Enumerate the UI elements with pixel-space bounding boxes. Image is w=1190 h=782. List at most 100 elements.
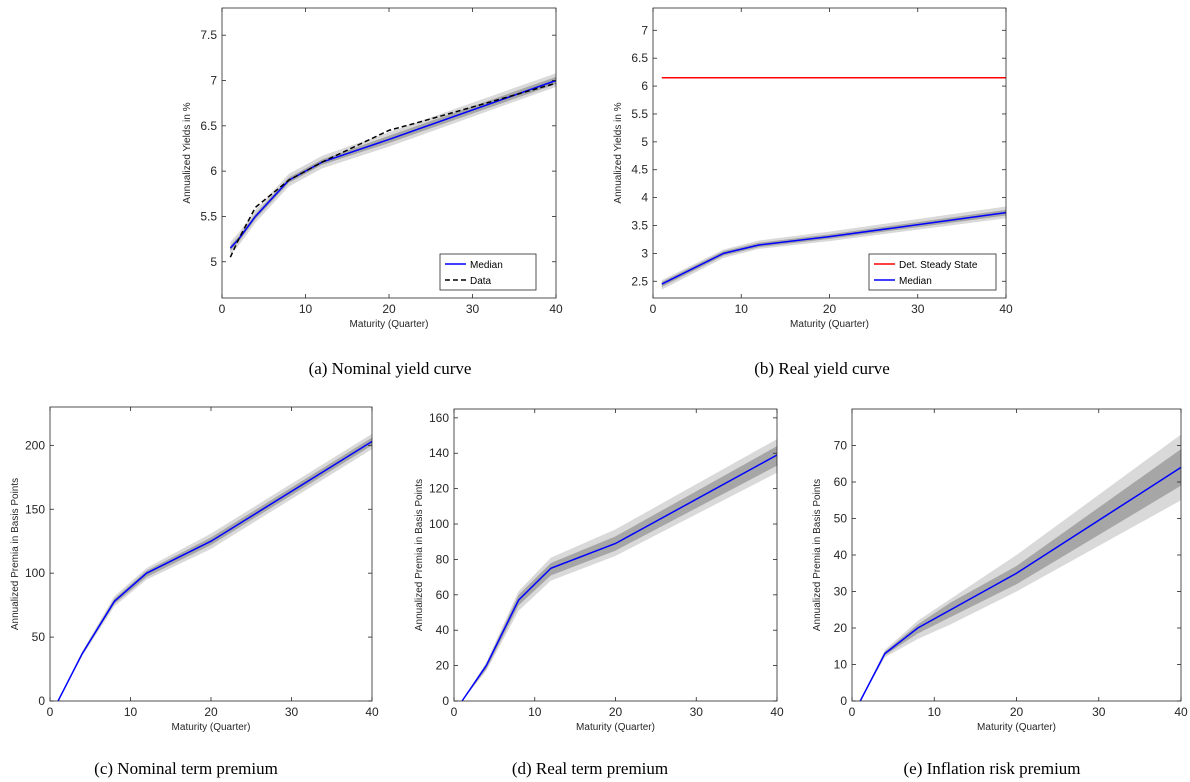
legend-label: Median xyxy=(899,276,932,287)
y-tick-label: 150 xyxy=(25,502,45,516)
panel-nominal-term-premium: 0 10 20 30 40 0 50 100 150 200 Maturity (Quarter) A… xyxy=(10,406,379,733)
confidence-band-inner xyxy=(230,76,556,251)
legend-label: Data xyxy=(470,276,492,287)
y-tick-label: 200 xyxy=(25,438,45,452)
y-tick-label: 0 xyxy=(38,694,45,708)
x-tick-label: 30 xyxy=(466,302,480,316)
caption-inflation-risk-premium: (e) Inflation risk premium xyxy=(903,759,1080,778)
y-axis-label: Annualized Premia in Basis Points xyxy=(812,479,823,631)
x-tick-label: 30 xyxy=(911,302,925,316)
panel-inflation-risk-premium: 0 10 20 30 40 0 10 20 30 40 50 60 70 Maturity (Quarte… xyxy=(812,408,1188,733)
caption-nominal-yield-curve: (a) Nominal yield curve xyxy=(309,359,472,378)
legend-box xyxy=(868,253,997,291)
x-axis-label: Maturity (Quarter) xyxy=(172,722,251,733)
x-tick-label: 30 xyxy=(1092,705,1106,719)
panel-real-term-premium: 0 10 20 30 40 0 20 40 60 80 100 120 140 160 Maturity (… xyxy=(414,408,784,733)
x-tick-label: 40 xyxy=(365,705,379,719)
x-tick-label: 20 xyxy=(204,705,218,719)
y-tick-label: 5 xyxy=(210,255,217,269)
y-axis-label: Annualized Yields in % xyxy=(613,102,624,203)
series-line-median xyxy=(461,454,778,702)
x-tick-label: 20 xyxy=(382,302,396,316)
y-tick-label: 6 xyxy=(641,79,648,93)
y-tick-label: 0 xyxy=(840,694,847,708)
y-tick-label: 3.5 xyxy=(631,219,648,233)
x-tick-label: 0 xyxy=(451,705,458,719)
y-tick-label: 4 xyxy=(641,191,648,205)
y-tick-label: 40 xyxy=(834,548,848,562)
y-tick-label: 50 xyxy=(32,630,46,644)
y-tick-label: 6 xyxy=(210,164,217,178)
x-tick-label: 10 xyxy=(735,302,749,316)
y-tick-label: 40 xyxy=(436,623,450,637)
confidence-band-outer xyxy=(661,206,1006,290)
panel-nominal-yield-curve: 0 10 20 30 40 5 5.5 6 6.5 7 7.5 Maturity (Quarter) A… xyxy=(182,7,563,330)
legend-label: Det. Steady State xyxy=(899,260,978,271)
series-line-median xyxy=(661,211,1007,285)
caption-real-yield-curve: (b) Real yield curve xyxy=(754,359,889,378)
series-line-data xyxy=(229,82,557,258)
y-tick-label: 30 xyxy=(834,585,848,599)
x-axis-label: Maturity (Quarter) xyxy=(790,319,869,330)
x-tick-label: 40 xyxy=(770,705,784,719)
plot-area xyxy=(50,407,372,701)
series-line-median xyxy=(859,466,1182,702)
y-tick-label: 60 xyxy=(436,588,450,602)
y-tick-label: 20 xyxy=(834,621,848,635)
panel-real-yield-curve: 0 10 20 30 40 2.5 3 3.5 4 4.5 5 5.5 6 6.5 7 Maturity (Q… xyxy=(613,7,1013,330)
x-axis-label: Maturity (Quarter) xyxy=(977,722,1056,733)
x-tick-label: 40 xyxy=(549,302,563,316)
y-tick-label: 100 xyxy=(429,517,449,531)
y-tick-label: 5.5 xyxy=(200,209,217,223)
y-tick-label: 80 xyxy=(436,552,450,566)
x-tick-label: 10 xyxy=(299,302,313,316)
x-tick-label: 20 xyxy=(1010,705,1024,719)
x-axis-label: Maturity (Quarter) xyxy=(576,722,655,733)
legend-box xyxy=(439,253,537,291)
y-tick-label: 50 xyxy=(834,512,848,526)
y-tick-label: 60 xyxy=(834,475,848,489)
y-tick-label: 4.5 xyxy=(631,163,648,177)
x-tick-label: 40 xyxy=(1174,705,1188,719)
confidence-band-inner xyxy=(58,437,373,701)
y-tick-label: 6.5 xyxy=(200,119,217,133)
y-axis-label: Annualized Premia in Basis Points xyxy=(414,479,425,631)
caption-real-term-premium: (d) Real term premium xyxy=(512,759,668,778)
x-tick-label: 0 xyxy=(47,705,54,719)
x-tick-label: 0 xyxy=(849,705,856,719)
x-tick-label: 10 xyxy=(928,705,942,719)
y-tick-label: 10 xyxy=(834,658,848,672)
y-tick-label: 70 xyxy=(834,439,848,453)
legend-label: Median xyxy=(470,260,503,271)
x-tick-label: 40 xyxy=(999,302,1013,316)
y-tick-label: 5.5 xyxy=(631,107,648,121)
x-tick-label: 10 xyxy=(124,705,138,719)
caption-nominal-term-premium: (c) Nominal term premium xyxy=(94,759,278,778)
y-tick-label: 6.5 xyxy=(631,51,648,65)
y-tick-label: 100 xyxy=(25,566,45,580)
plot-area xyxy=(222,8,556,298)
x-tick-label: 0 xyxy=(650,302,657,316)
y-tick-label: 7 xyxy=(210,74,217,88)
x-tick-label: 0 xyxy=(219,302,226,316)
y-tick-label: 160 xyxy=(429,411,449,425)
y-tick-label: 7.5 xyxy=(200,28,217,42)
y-tick-label: 140 xyxy=(429,446,449,460)
y-tick-label: 20 xyxy=(436,659,450,673)
y-tick-label: 5 xyxy=(641,135,648,149)
y-axis-label: Annualized Premia in Basis Points xyxy=(10,478,21,630)
x-tick-label: 30 xyxy=(690,705,704,719)
y-axis-label: Annualized Yields in % xyxy=(182,102,193,203)
y-tick-label: 2.5 xyxy=(631,274,648,288)
series-line-median xyxy=(57,440,373,702)
y-tick-label: 120 xyxy=(429,482,449,496)
x-axis-label: Maturity (Quarter) xyxy=(350,319,429,330)
y-tick-label: 7 xyxy=(641,23,648,37)
x-tick-label: 10 xyxy=(528,705,542,719)
plot-area xyxy=(653,8,1006,298)
y-tick-label: 0 xyxy=(442,694,449,708)
y-tick-label: 3 xyxy=(641,246,648,260)
x-tick-label: 20 xyxy=(609,705,623,719)
confidence-band-inner xyxy=(860,449,1181,701)
